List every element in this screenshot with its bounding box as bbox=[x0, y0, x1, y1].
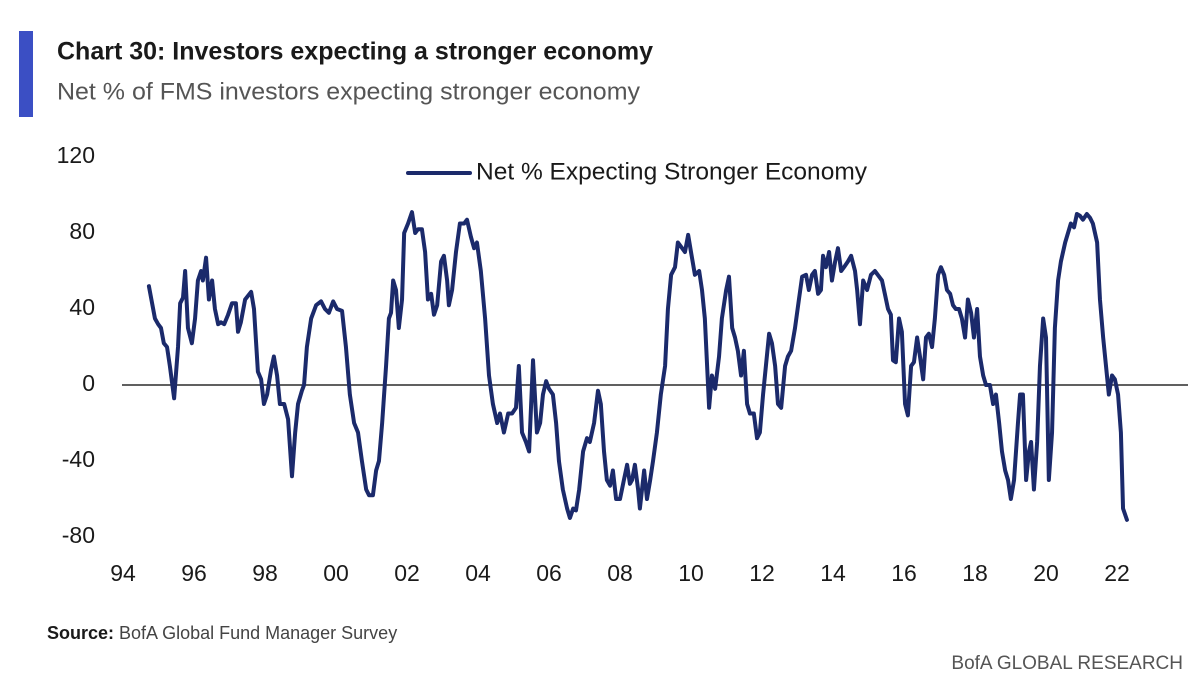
y-tick-label: -80 bbox=[62, 522, 95, 548]
x-tick-label: 20 bbox=[1033, 560, 1059, 586]
x-tick-label: 22 bbox=[1104, 560, 1130, 586]
x-tick-label: 96 bbox=[181, 560, 207, 586]
y-tick-label: -40 bbox=[62, 446, 95, 472]
x-tick-label: 94 bbox=[110, 560, 136, 586]
x-tick-label: 14 bbox=[820, 560, 846, 586]
title-accent-bar bbox=[19, 31, 33, 117]
x-tick-label: 12 bbox=[749, 560, 775, 586]
footer-brand: BofA GLOBAL RESEARCH bbox=[951, 653, 1183, 674]
y-tick-label: 0 bbox=[82, 370, 95, 396]
x-tick-label: 04 bbox=[465, 560, 491, 586]
x-tick-label: 08 bbox=[607, 560, 633, 586]
x-tick-label: 98 bbox=[252, 560, 278, 586]
x-tick-label: 16 bbox=[891, 560, 917, 586]
x-tick-label: 10 bbox=[678, 560, 704, 586]
data-line bbox=[146, 210, 1129, 522]
x-tick-label: 18 bbox=[962, 560, 988, 586]
legend-label: Net % Expecting Stronger Economy bbox=[476, 158, 867, 185]
y-tick-label: 80 bbox=[69, 218, 95, 244]
x-tick-label: 06 bbox=[536, 560, 562, 586]
chart-subtitle: Net % of FMS investors expecting stronge… bbox=[57, 78, 640, 105]
source-label: Source: bbox=[47, 623, 114, 643]
y-tick-label: 40 bbox=[69, 294, 95, 320]
x-tick-label: 00 bbox=[323, 560, 349, 586]
chart-title: Chart 30: Investors expecting a stronger… bbox=[57, 38, 653, 66]
source-note: Source: BofA Global Fund Manager Survey bbox=[47, 623, 397, 643]
source-text: BofA Global Fund Manager Survey bbox=[119, 623, 397, 643]
y-tick-label: 120 bbox=[57, 142, 95, 168]
x-tick-label: 02 bbox=[394, 560, 420, 586]
